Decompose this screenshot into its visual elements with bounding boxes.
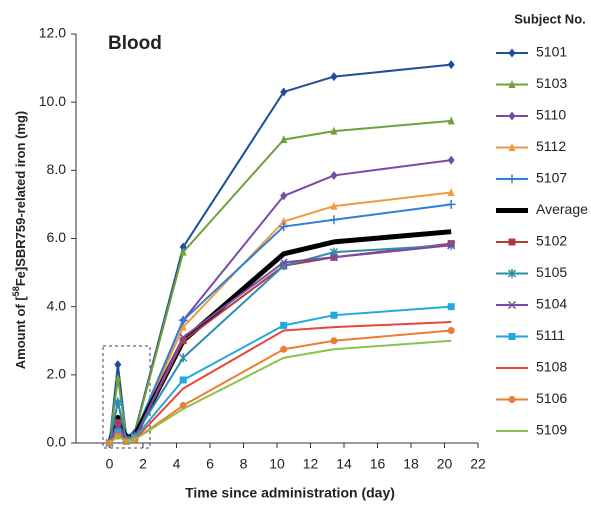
marker bbox=[329, 253, 338, 262]
y-tick-label: 12.0 bbox=[39, 25, 66, 41]
legend-label: 5108 bbox=[536, 359, 567, 375]
x-tick-label: 22 bbox=[470, 456, 486, 472]
legend-label: Average bbox=[536, 201, 588, 217]
series bbox=[106, 155, 455, 448]
marker bbox=[178, 315, 188, 325]
marker bbox=[280, 135, 288, 144]
marker bbox=[507, 269, 517, 278]
x-tick-label: 14 bbox=[336, 456, 352, 472]
marker bbox=[179, 337, 187, 345]
marker bbox=[330, 72, 338, 82]
x-tick-label: 16 bbox=[370, 456, 386, 472]
marker bbox=[179, 322, 187, 331]
y-tick-label: 8.0 bbox=[47, 161, 67, 177]
legend-label: 5111 bbox=[536, 327, 565, 343]
marker bbox=[508, 111, 516, 121]
marker bbox=[280, 191, 288, 201]
chart-title: Blood bbox=[108, 33, 162, 54]
marker bbox=[179, 376, 187, 384]
marker bbox=[279, 258, 288, 267]
y-label-part: Fe]SBR759-related iron (mg) bbox=[13, 111, 28, 287]
series-line bbox=[108, 159, 452, 444]
marker bbox=[447, 60, 455, 70]
marker bbox=[508, 80, 516, 88]
marker bbox=[280, 345, 288, 353]
x-tick-label: 4 bbox=[173, 456, 181, 472]
legend-label: 5112 bbox=[536, 138, 566, 154]
marker bbox=[447, 155, 455, 165]
marker bbox=[508, 143, 516, 151]
marker bbox=[179, 333, 188, 342]
marker bbox=[507, 174, 517, 184]
legend-label: 5110 bbox=[536, 107, 566, 123]
y-tick-label: 10.0 bbox=[39, 93, 66, 109]
marker bbox=[330, 201, 338, 210]
y-tick-label: 4.0 bbox=[47, 297, 67, 313]
series-line bbox=[108, 339, 452, 444]
legend-label: 5103 bbox=[536, 75, 567, 91]
legend-title: Subject No. bbox=[514, 11, 586, 26]
x-tick-label: 10 bbox=[269, 456, 285, 472]
marker bbox=[280, 216, 288, 225]
y-axis-label: Amount of [58Fe]SBR759-related iron (mg) bbox=[11, 111, 28, 369]
y-tick-label: 0.0 bbox=[47, 434, 67, 450]
marker bbox=[330, 311, 338, 319]
marker bbox=[179, 353, 188, 363]
marker bbox=[330, 337, 338, 345]
x-axis-label: Time since administration (day) bbox=[185, 485, 395, 501]
y-label-sup: 58 bbox=[11, 286, 21, 296]
y-label-part: Amount of [ bbox=[13, 296, 28, 370]
legend-label: 5101 bbox=[536, 44, 567, 60]
marker bbox=[280, 321, 288, 329]
marker bbox=[179, 247, 187, 256]
marker bbox=[447, 303, 455, 311]
marker bbox=[507, 300, 517, 310]
marker bbox=[447, 327, 455, 335]
marker bbox=[329, 215, 339, 225]
x-tick-label: 12 bbox=[303, 456, 319, 472]
marker bbox=[446, 199, 456, 209]
marker bbox=[114, 373, 122, 382]
legend-label: 5104 bbox=[536, 296, 567, 312]
legend-label: 5105 bbox=[536, 264, 567, 280]
marker bbox=[280, 87, 288, 97]
legend-label: 5107 bbox=[536, 170, 567, 186]
x-tick-label: 6 bbox=[206, 456, 214, 472]
x-tick-label: 18 bbox=[403, 456, 419, 472]
y-tick-label: 2.0 bbox=[47, 366, 67, 382]
marker bbox=[447, 116, 455, 125]
legend-label: 5106 bbox=[536, 390, 567, 406]
legend-label: 5109 bbox=[536, 422, 567, 438]
marker bbox=[114, 360, 122, 370]
x-tick-label: 8 bbox=[240, 456, 248, 472]
x-tick-label: 0 bbox=[106, 456, 114, 472]
marker bbox=[279, 222, 289, 232]
marker bbox=[447, 241, 456, 250]
x-tick-label: 20 bbox=[437, 456, 453, 472]
marker bbox=[330, 170, 338, 180]
series-line bbox=[108, 119, 452, 444]
marker bbox=[508, 396, 516, 403]
marker bbox=[114, 419, 122, 427]
marker bbox=[113, 421, 122, 430]
y-tick-label: 6.0 bbox=[47, 229, 67, 245]
marker bbox=[330, 126, 338, 135]
marker bbox=[508, 48, 516, 58]
marker bbox=[447, 187, 455, 196]
marker bbox=[508, 238, 516, 246]
series-line bbox=[108, 244, 452, 444]
marker bbox=[508, 333, 516, 340]
marker bbox=[113, 397, 122, 407]
series bbox=[108, 339, 452, 444]
legend-label: 5102 bbox=[536, 233, 567, 249]
x-tick-label: 2 bbox=[139, 456, 147, 472]
